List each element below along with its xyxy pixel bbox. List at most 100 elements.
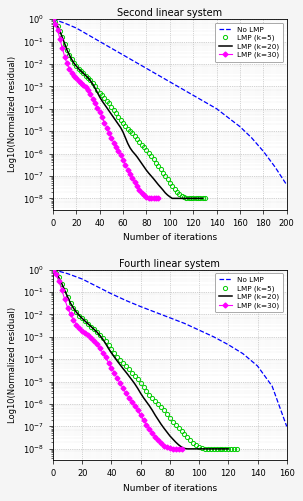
No LMP [226,342,230,348]
Title: Second linear system: Second linear system [117,9,222,19]
LMP (k=30) [98,109,102,115]
LMP (k=30) [112,370,116,376]
No LMP [110,291,113,297]
LMP (k=30) [156,195,160,201]
LMP (k=30) [124,162,127,168]
LMP (k=5) [127,366,131,372]
LMP (k=30) [156,437,160,443]
No LMP [212,334,215,340]
LMP (k=30) [84,85,88,91]
LMP (k=30) [101,350,105,356]
LMP (k=30) [104,354,107,360]
No LMP [168,79,172,85]
LMP (k=30) [100,114,104,120]
LMP (k=5) [117,114,120,120]
LMP (k=20) [86,75,90,81]
LMP (k=30) [95,341,99,347]
LMP (k=30) [54,21,57,27]
LMP (k=30) [114,144,118,150]
LMP (k=30) [118,380,122,386]
No LMP [124,298,128,304]
LMP (k=30) [63,296,66,302]
LMP (k=5) [203,446,207,452]
LMP (k=30) [66,305,69,311]
LMP (k=30) [136,407,140,413]
LMP (k=30) [159,440,163,446]
No LMP [197,327,201,333]
No LMP [191,92,195,98]
Line: LMP (k=30): LMP (k=30) [51,268,183,450]
LMP (k=5) [98,90,102,96]
LMP (k=30) [139,412,142,418]
LMP (k=30) [135,183,139,189]
LMP (k=30) [103,120,106,126]
LMP (k=5) [235,446,239,452]
No LMP [226,115,230,121]
LMP (k=30) [133,403,137,409]
LMP (k=30) [133,179,137,185]
LMP (k=20) [112,354,116,360]
LMP (k=5) [142,384,145,390]
LMP (k=30) [121,385,125,391]
LMP (k=30) [77,78,81,84]
LMP (k=20) [128,145,132,151]
LMP (k=30) [151,430,154,436]
LMP (k=30) [63,54,66,60]
No LMP [80,276,84,282]
LMP (k=30) [95,105,99,111]
LMP (k=30) [86,332,90,338]
LMP (k=30) [92,338,96,344]
Legend: No LMP, LMP (k=5), LMP (k=20), LMP (k=30): No LMP, LMP (k=5), LMP (k=20), LMP (k=30… [215,23,283,62]
No LMP [270,383,274,389]
LMP (k=30) [70,70,74,76]
LMP (k=20) [170,195,174,201]
LMP (k=30) [131,175,134,181]
No LMP [86,32,90,38]
No LMP [145,66,148,72]
LMP (k=30) [91,96,95,102]
LMP (k=30) [180,446,183,452]
No LMP [183,320,186,326]
Line: No LMP: No LMP [53,270,287,426]
Line: LMP (k=5): LMP (k=5) [51,268,239,451]
LMP (k=30) [107,360,110,366]
No LMP [75,25,78,31]
No LMP [168,315,172,321]
LMP (k=30) [86,87,90,93]
LMP (k=30) [142,417,145,423]
LMP (k=20) [92,326,96,332]
LMP (k=30) [121,157,125,163]
No LMP [273,164,277,170]
LMP (k=5) [168,415,172,421]
LMP (k=30) [107,130,111,136]
No LMP [250,135,254,141]
LMP (k=30) [83,330,87,336]
Line: LMP (k=5): LMP (k=5) [51,17,207,200]
No LMP [133,59,137,65]
LMP (k=5) [75,309,78,315]
LMP (k=30) [128,171,132,177]
LMP (k=30) [69,312,72,318]
LMP (k=20) [86,321,90,327]
LMP (k=30) [78,325,81,331]
LMP (k=30) [82,82,85,88]
Line: LMP (k=30): LMP (k=30) [51,18,160,200]
LMP (k=30) [153,434,157,440]
LMP (k=30) [152,195,155,201]
LMP (k=5) [185,195,188,201]
No LMP [51,16,55,22]
LMP (k=30) [145,422,148,428]
No LMP [98,39,102,45]
X-axis label: Number of iterations: Number of iterations [123,483,217,492]
LMP (k=30) [174,446,178,452]
No LMP [261,148,265,154]
LMP (k=30) [68,66,71,72]
LMP (k=30) [54,271,58,277]
LMP (k=30) [142,192,146,198]
LMP (k=30) [112,140,115,146]
LMP (k=30) [140,190,144,196]
No LMP [241,351,245,357]
LMP (k=20) [206,446,210,452]
LMP (k=30) [162,443,166,449]
LMP (k=20) [156,417,160,423]
